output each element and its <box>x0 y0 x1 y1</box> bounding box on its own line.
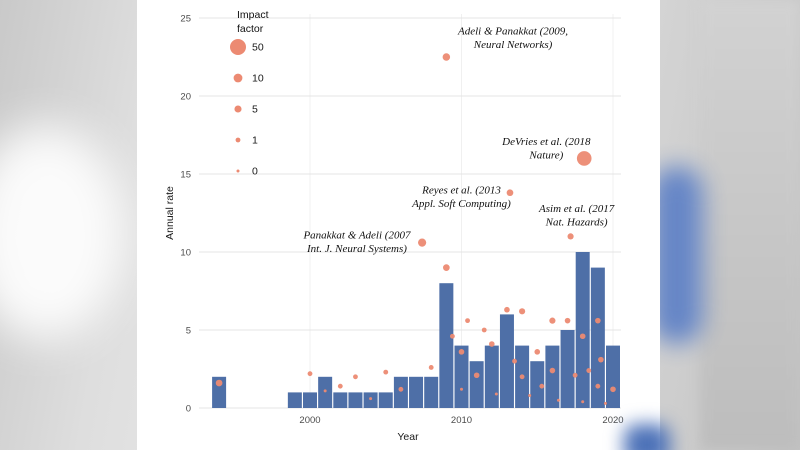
x-tick-label: 2010 <box>451 415 472 426</box>
legend-entry-label: 50 <box>252 42 264 54</box>
legend-bubble <box>234 105 242 113</box>
impact-dot <box>460 387 463 391</box>
y-tick-label: 20 <box>180 92 191 103</box>
impact-dot <box>595 317 601 324</box>
impact-dot <box>369 397 373 401</box>
bar <box>348 392 363 408</box>
bar <box>499 314 514 408</box>
impact-dot <box>610 386 616 393</box>
annotation: Adeli & Panakkat (2009, Neural Networks) <box>457 25 568 51</box>
impact-dot <box>307 371 313 377</box>
impact-dot <box>494 392 498 396</box>
impact-dot <box>519 374 525 380</box>
impact-dot <box>353 374 358 380</box>
bar <box>484 345 499 408</box>
impact-dot <box>519 308 526 315</box>
impact-dot <box>215 379 223 387</box>
impact-dot <box>337 383 343 389</box>
bar <box>212 376 227 408</box>
annotation: Reyes et al. (2013 Appl. Soft Computing) <box>411 185 511 211</box>
y-tick-label: 25 <box>180 14 191 25</box>
impact-dot <box>549 367 556 374</box>
x-tick-label: 2020 <box>602 415 623 426</box>
impact-dot <box>556 398 560 402</box>
impact-dot <box>428 365 434 370</box>
impact-dot <box>603 401 607 405</box>
x-tick-label: 2000 <box>299 415 320 426</box>
legend-entry-label: 0 <box>252 166 258 178</box>
impact-dot <box>598 356 604 363</box>
impact-dot <box>539 383 545 389</box>
bar <box>439 283 454 408</box>
bar <box>545 345 560 408</box>
impact-dot <box>473 372 480 379</box>
bar <box>287 392 302 408</box>
bar <box>303 392 317 408</box>
background-blur-blue-corner <box>624 424 670 450</box>
impact-dot <box>528 394 532 398</box>
bar <box>469 361 484 408</box>
bar <box>590 267 605 408</box>
bar <box>409 376 424 408</box>
impact-dot <box>586 368 592 373</box>
bar <box>606 345 620 408</box>
impact-dot <box>576 151 592 166</box>
annotation: Panakkat & Adeli (2007 Int. J. Neural Sys… <box>302 230 411 256</box>
bar <box>454 345 469 408</box>
impact-dot <box>323 389 327 393</box>
impact-dot <box>398 386 404 392</box>
impact-dot <box>581 400 585 404</box>
y-tick-label: 0 <box>186 404 191 415</box>
impact-dot <box>418 238 427 247</box>
legend-bubble <box>236 169 240 173</box>
bar <box>378 392 393 408</box>
bar <box>560 330 575 408</box>
annotation: Asim et al. (2017 Nat. Hazards) <box>538 203 615 229</box>
impact-dot <box>489 341 495 347</box>
legend-entry-label: 10 <box>252 73 264 85</box>
impact-dot <box>449 333 455 339</box>
impact-dot <box>442 53 451 61</box>
impact-dot <box>512 358 517 364</box>
y-tick-label: 15 <box>180 170 191 181</box>
impact-dot <box>504 306 510 313</box>
annotation: DeVries et al. (2018 Nature) <box>501 136 591 162</box>
impact-dot <box>465 318 470 324</box>
bar <box>424 376 439 408</box>
impact-dot <box>564 317 571 324</box>
impact-dot <box>567 233 574 240</box>
impact-dot <box>549 317 556 324</box>
background-blur-white <box>0 125 125 340</box>
y-tick-label: 10 <box>180 248 191 259</box>
y-tick-label: 5 <box>186 326 191 337</box>
impact-dot <box>579 333 586 340</box>
legend-entry-label: 1 <box>252 135 258 147</box>
impact-dot <box>572 372 578 378</box>
x-axis-label: Year <box>397 431 419 443</box>
bar <box>530 361 545 408</box>
background-blur-gray <box>700 0 800 450</box>
legend-bubble <box>235 137 241 143</box>
y-axis-label: Annual rate <box>164 186 176 240</box>
impact-dot <box>481 327 487 333</box>
legend-bubble <box>230 39 246 55</box>
legend-bubble <box>233 73 243 83</box>
legend-entry-label: 5 <box>252 104 258 116</box>
bar <box>363 392 378 408</box>
impact-dot <box>443 264 450 271</box>
bar <box>333 392 348 408</box>
impact-dot <box>506 189 514 197</box>
bar <box>318 376 333 408</box>
impact-dot <box>458 349 465 355</box>
impact-dot <box>595 383 601 389</box>
impact-dot <box>383 369 389 375</box>
legend-title: Impact factor <box>237 9 269 35</box>
impact-dot <box>534 349 541 355</box>
bar <box>575 252 590 408</box>
bar <box>393 376 408 408</box>
